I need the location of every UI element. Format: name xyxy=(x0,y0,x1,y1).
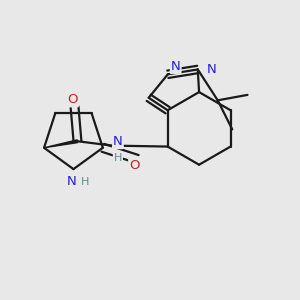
Text: N: N xyxy=(207,63,216,76)
Text: H: H xyxy=(81,177,89,187)
Text: H: H xyxy=(114,153,122,163)
Text: N: N xyxy=(67,176,76,188)
Text: N: N xyxy=(171,60,181,73)
Text: O: O xyxy=(67,93,78,106)
Polygon shape xyxy=(44,140,78,148)
Text: O: O xyxy=(129,159,140,172)
Text: N: N xyxy=(113,135,123,148)
